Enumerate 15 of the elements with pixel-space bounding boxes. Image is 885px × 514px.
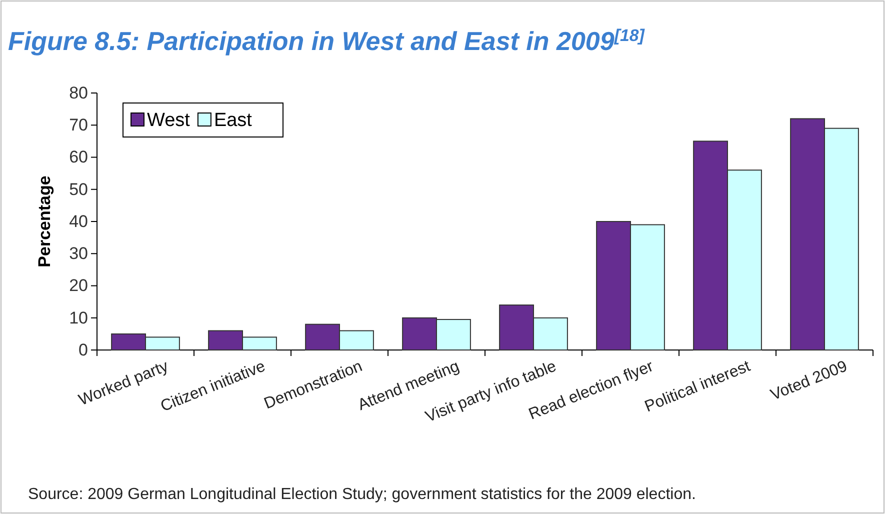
legend-label: West <box>147 110 191 131</box>
y-tick-label: 40 <box>69 212 88 231</box>
x-tick-label: Voted 2009 <box>768 358 850 404</box>
y-tick-label: 30 <box>69 244 88 264</box>
y-axis-title: Percentage <box>35 176 54 268</box>
y-tick-label: 60 <box>69 148 88 167</box>
y-tick-label: 80 <box>69 83 88 102</box>
y-tick-label: 10 <box>69 308 88 328</box>
y-tick-label: 0 <box>78 340 88 360</box>
y-tick-label: 70 <box>69 116 88 135</box>
chart-title: Figure 8.5: Participation in West and East in 2009$^{[18]}$ <box>8 26 646 56</box>
source-note: Source: 2009 German Longitudinal Election Study; government statistics for the 2009 election. <box>28 486 696 503</box>
y-tick-label: 50 <box>69 180 88 199</box>
y-tick-label: 20 <box>69 276 88 296</box>
legend-label: East <box>214 110 253 131</box>
